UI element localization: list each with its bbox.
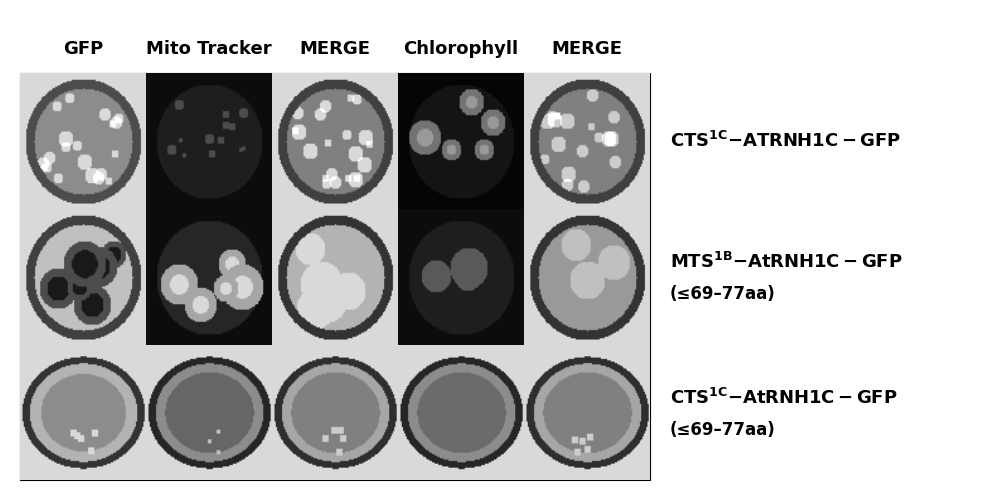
Bar (272, 74, 398, 209)
Bar (398, 209, 524, 344)
Text: MERGE: MERGE (300, 40, 370, 58)
Bar (20, 344, 146, 480)
Text: $\mathbf{CTS}$$\mathbf{^{1C}}$$\mathbf{-AtRNH1C-GFP}$: $\mathbf{CTS}$$\mathbf{^{1C}}$$\mathbf{-… (670, 388, 898, 408)
Bar (398, 74, 524, 209)
Text: Mito Tracker: Mito Tracker (146, 40, 272, 58)
Bar (272, 209, 398, 344)
Bar (524, 344, 650, 480)
Bar (524, 209, 650, 344)
Bar (20, 74, 146, 209)
Text: MERGE: MERGE (552, 40, 622, 58)
Text: (≤69–77aa): (≤69–77aa) (670, 285, 776, 303)
Text: (≤69–77aa): (≤69–77aa) (670, 420, 776, 439)
Text: Chlorophyll: Chlorophyll (403, 40, 519, 58)
Text: $\mathbf{MTS}$$\mathbf{^{1B}}$$\mathbf{-AtRNH1C-GFP}$: $\mathbf{MTS}$$\mathbf{^{1B}}$$\mathbf{-… (670, 252, 903, 272)
Text: GFP: GFP (63, 40, 103, 58)
Bar (398, 344, 524, 480)
Bar (20, 209, 146, 344)
Bar (146, 74, 272, 209)
Bar (146, 344, 272, 480)
Text: $\mathbf{CTS}$$\mathbf{^{1C}}$$\mathbf{-ATRNH1C-GFP}$: $\mathbf{CTS}$$\mathbf{^{1C}}$$\mathbf{-… (670, 131, 901, 151)
Bar (146, 209, 272, 344)
Bar (272, 344, 398, 480)
Bar (524, 74, 650, 209)
